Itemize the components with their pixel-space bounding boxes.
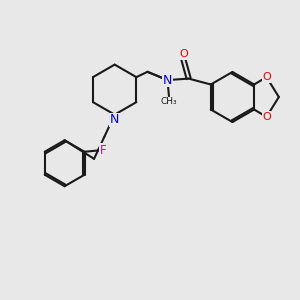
Text: O: O <box>262 72 271 82</box>
Text: N: N <box>110 113 119 127</box>
Text: N: N <box>163 74 172 87</box>
Text: CH₃: CH₃ <box>160 97 177 106</box>
Text: O: O <box>262 112 271 122</box>
Text: O: O <box>179 49 188 59</box>
Text: F: F <box>100 144 107 157</box>
